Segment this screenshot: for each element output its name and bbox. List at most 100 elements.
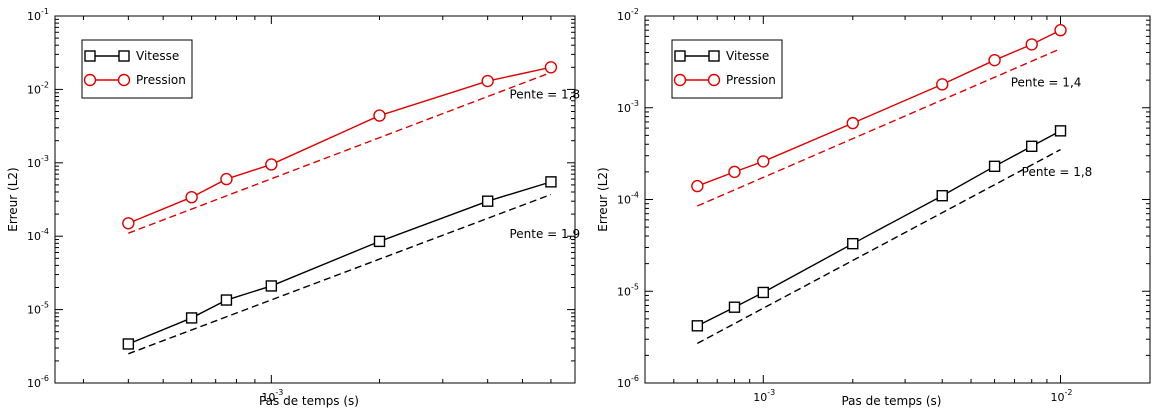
tick-mantissa: 10	[27, 377, 41, 390]
legend-marker-vitesse	[708, 50, 720, 62]
data-point-pression	[936, 78, 949, 91]
tick-exponent: -2	[1065, 388, 1073, 397]
data-point-pression	[846, 116, 859, 130]
tick-exponent: -3	[41, 154, 49, 163]
data-point-vitesse	[265, 280, 278, 292]
legend-box	[81, 39, 193, 99]
data-point-pression	[122, 217, 135, 230]
data-point-pression	[265, 158, 278, 171]
data-point-vitesse	[1054, 125, 1067, 137]
tick-mantissa: 10	[27, 83, 41, 96]
legend-label-pression: Pression	[726, 73, 776, 87]
slope-annotation: Pente = 1,8	[509, 88, 580, 102]
tick-mantissa: 10	[753, 391, 767, 404]
reference-line-1	[128, 193, 552, 355]
data-point-vitesse	[220, 294, 233, 306]
data-point-vitesse	[847, 237, 859, 250]
legend: Vitesse Pression	[81, 39, 193, 99]
x-axis-label: Pas de temps (s)	[259, 394, 359, 408]
legend-marker-pression	[673, 73, 687, 87]
legend-marker-pression	[117, 73, 131, 87]
data-point-vitesse	[936, 190, 948, 202]
legend-box	[671, 39, 783, 99]
tick-mantissa: 10	[27, 10, 41, 23]
data-point-vitesse	[757, 286, 769, 299]
tick-exponent: -5	[631, 282, 639, 291]
tick-mantissa: 10	[617, 377, 631, 390]
tick-mantissa: 10	[27, 230, 41, 243]
tick-mantissa: 10	[617, 102, 631, 115]
slope-annotation: Pente = 1,8	[1022, 165, 1093, 179]
tick-mantissa: 10	[261, 391, 275, 404]
tick-exponent: -6	[41, 374, 49, 383]
data-point-pression	[373, 109, 386, 122]
tick-exponent: -5	[41, 301, 49, 310]
y-tick-label: 10-2	[27, 80, 49, 96]
tick-exponent: -4	[41, 227, 49, 236]
reference-line-1	[697, 148, 1061, 345]
tick-mantissa: 10	[1051, 391, 1065, 404]
series-line-vitesse	[697, 130, 1061, 327]
tick-mantissa: 10	[27, 157, 41, 170]
y-tick-label: 10-5	[617, 282, 639, 298]
x-tick-label: 10-3	[261, 388, 283, 404]
data-point-pression	[988, 53, 1001, 67]
y-tick-label: 10-6	[27, 374, 49, 390]
plot-frame	[54, 15, 576, 384]
y-tick-label: 10-6	[617, 374, 639, 390]
tick-exponent: -2	[631, 7, 639, 16]
legend-marker-pression	[707, 73, 721, 87]
y-tick-label: 10-5	[27, 301, 49, 317]
legend-label-pression: Pression	[136, 73, 186, 87]
data-point-pression	[728, 165, 741, 179]
data-point-vitesse	[373, 235, 386, 248]
x-tick-label: 10-3	[753, 388, 775, 404]
y-tick-label: 10-3	[617, 99, 639, 115]
tick-exponent: -3	[275, 388, 283, 397]
legend-marker-vitesse	[84, 50, 96, 62]
legend: Vitesse Pression	[671, 39, 783, 99]
tick-exponent: -2	[41, 80, 49, 89]
data-point-pression	[185, 190, 198, 204]
tick-mantissa: 10	[617, 285, 631, 298]
data-point-vitesse	[481, 195, 494, 207]
slope-annotation: Pente = 1,4	[1011, 76, 1082, 90]
y-tick-label: 10-1	[27, 7, 49, 23]
y-tick-label: 10-2	[617, 7, 639, 23]
reference-line-2	[128, 71, 552, 234]
legend-label-vitesse: Vitesse	[726, 49, 769, 63]
tick-mantissa: 10	[617, 10, 631, 23]
data-point-vitesse	[185, 312, 198, 324]
data-point-pression	[544, 61, 558, 74]
x-axis-label: Pas de temps (s)	[841, 394, 941, 408]
legend-marker-vitesse	[674, 50, 686, 62]
data-point-vitesse	[1026, 140, 1038, 153]
y-tick-label: 10-4	[27, 227, 49, 243]
data-point-vitesse	[988, 160, 1001, 173]
y-tick-label: 10-4	[617, 191, 639, 207]
legend-marker-vitesse	[118, 50, 130, 62]
tick-mantissa: 10	[27, 304, 41, 317]
y-axis-label: Erreur (L2)	[596, 167, 610, 231]
data-point-pression	[757, 155, 770, 168]
tick-exponent: -3	[631, 99, 639, 108]
data-point-vitesse	[691, 320, 704, 332]
slope-annotation: Pente = 1,9	[509, 227, 580, 241]
data-point-pression	[691, 179, 704, 193]
data-point-vitesse	[122, 338, 135, 350]
tick-exponent: -6	[631, 374, 639, 383]
data-point-vitesse	[545, 176, 557, 188]
tick-mantissa: 10	[617, 194, 631, 207]
data-point-pression	[220, 172, 233, 186]
data-point-pression	[481, 74, 494, 88]
x-tick-label: 10-2	[1051, 388, 1073, 404]
y-axis-label: Erreur (L2)	[6, 167, 20, 231]
data-point-vitesse	[728, 301, 741, 313]
y-tick-label: 10-3	[27, 154, 49, 170]
tick-exponent: -4	[631, 191, 639, 200]
tick-exponent: -3	[767, 388, 775, 397]
data-point-pression	[1025, 38, 1038, 51]
legend-marker-pression	[83, 73, 97, 87]
